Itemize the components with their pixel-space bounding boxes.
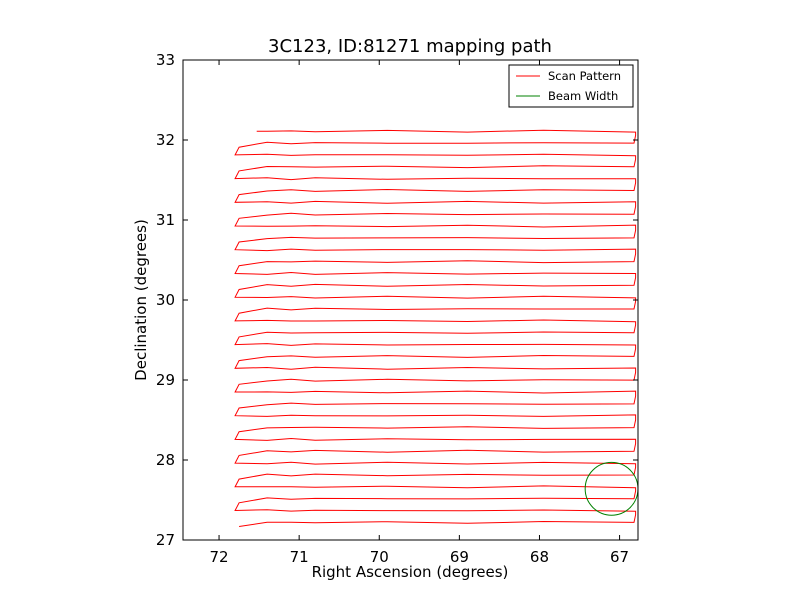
- y-tick-label: 31: [156, 211, 175, 229]
- x-tick-label: 70: [370, 548, 389, 566]
- y-tick-label: 28: [156, 451, 175, 469]
- x-tick-label: 67: [610, 548, 629, 566]
- legend-label-beam-width: Beam Width: [548, 89, 618, 103]
- x-tick-label: 72: [210, 548, 229, 566]
- y-tick-label: 33: [156, 51, 175, 69]
- x-tick-label: 68: [530, 548, 549, 566]
- x-axis: 72 71 70 69 68 67: [210, 60, 629, 566]
- y-axis-label: Declination (degrees): [132, 219, 150, 381]
- legend: Scan Pattern Beam Width: [508, 64, 634, 108]
- y-tick-label: 30: [156, 291, 175, 309]
- y-tick-label: 32: [156, 131, 175, 149]
- y-tick-label: 27: [156, 531, 175, 549]
- chart-title: 3C123, ID:81271 mapping path: [268, 36, 552, 57]
- y-axis: 27 28 29 30 31 32 33: [156, 51, 638, 549]
- x-axis-label: Right Ascension (degrees): [312, 563, 509, 581]
- scan-pattern-line: [234, 129, 637, 527]
- y-tick-label: 29: [156, 371, 175, 389]
- x-tick-label: 71: [290, 548, 309, 566]
- legend-box: [508, 64, 634, 108]
- x-tick-label: 69: [450, 548, 469, 566]
- legend-label-scan-pattern: Scan Pattern: [548, 69, 621, 83]
- scan-pattern-series: [234, 129, 637, 527]
